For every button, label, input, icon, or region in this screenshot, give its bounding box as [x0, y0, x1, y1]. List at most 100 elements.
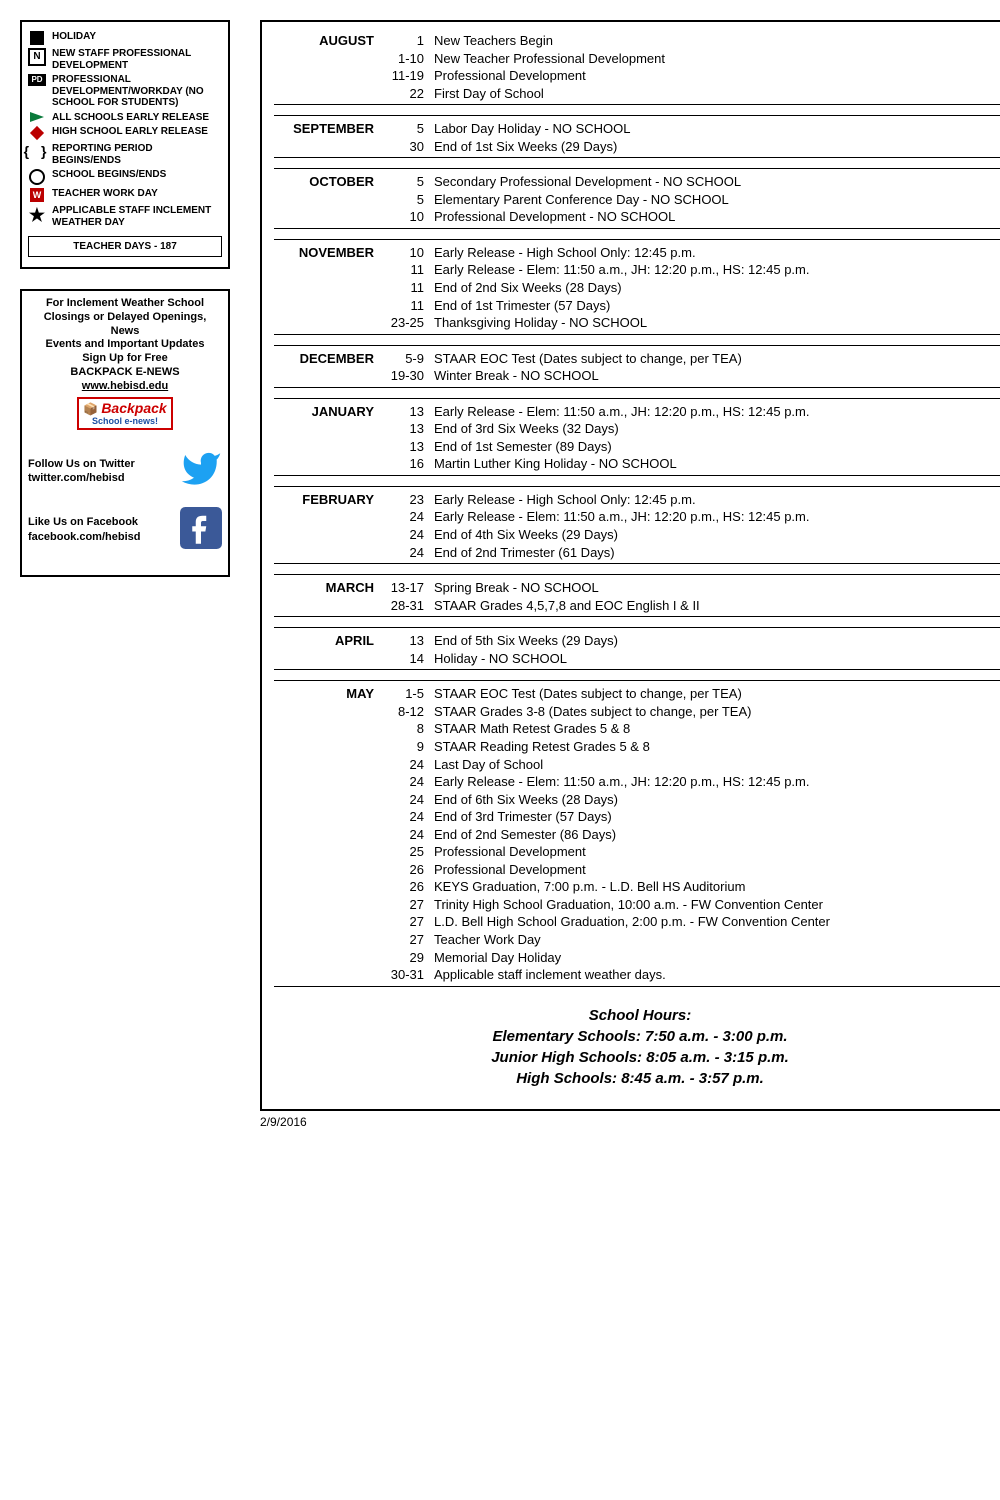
- month-divider: [274, 566, 1000, 575]
- legend-item: SCHOOL BEGINS/ENDS: [28, 169, 222, 185]
- event-row: MAY1-5STAAR EOC Test (Dates subject to c…: [274, 685, 1000, 703]
- event-date: 9: [384, 738, 434, 756]
- event-row: 23-25Thanksgiving Holiday - NO SCHOOL: [274, 314, 1000, 332]
- event-desc: Early Release - Elem: 11:50 a.m., JH: 12…: [434, 508, 1000, 526]
- event-date: 11: [384, 279, 434, 297]
- event-date: 13: [384, 420, 434, 438]
- event-desc: STAAR Reading Retest Grades 5 & 8: [434, 738, 1000, 756]
- event-desc: End of 3rd Six Weeks (32 Days): [434, 420, 1000, 438]
- event-date: 5-9: [384, 350, 434, 368]
- legend-label: NEW STAFF PROFESSIONAL DEVELOPMENT: [52, 48, 222, 71]
- event-desc: End of 1st Six Weeks (29 Days): [434, 138, 1000, 156]
- event-month: [274, 261, 384, 279]
- event-desc: Early Release - High School Only: 12:45 …: [434, 491, 1000, 509]
- event-month: [274, 597, 384, 615]
- event-desc: New Teacher Professional Development: [434, 50, 1000, 68]
- event-desc: End of 6th Six Weeks (28 Days): [434, 791, 1000, 809]
- twitter-icon: [180, 448, 222, 494]
- event-month: NOVEMBER: [274, 244, 384, 262]
- event-date: 19-30: [384, 367, 434, 385]
- month-block: JANUARY13Early Release - Elem: 11:50 a.m…: [274, 403, 1000, 487]
- event-desc: Labor Day Holiday - NO SCHOOL: [434, 120, 1000, 138]
- event-date: 27: [384, 931, 434, 949]
- event-row: 11End of 1st Trimester (57 Days): [274, 297, 1000, 315]
- event-desc: End of 1st Trimester (57 Days): [434, 297, 1000, 315]
- event-row: 11End of 2nd Six Weeks (28 Days): [274, 279, 1000, 297]
- event-desc: End of 3rd Trimester (57 Days): [434, 808, 1000, 826]
- event-date: 1: [384, 32, 434, 50]
- twitter-handle: twitter.com/hebisd: [28, 471, 135, 485]
- event-date: 27: [384, 913, 434, 931]
- event-month: FEBRUARY: [274, 491, 384, 509]
- event-date: 1-10: [384, 50, 434, 68]
- event-month: [274, 966, 384, 984]
- event-row: 30-31Applicable staff inclement weather …: [274, 966, 1000, 984]
- info-line: Sign Up for Free: [28, 352, 222, 366]
- event-date: 24: [384, 508, 434, 526]
- event-desc: Thanksgiving Holiday - NO SCHOOL: [434, 314, 1000, 332]
- event-row: 28-31STAAR Grades 4,5,7,8 and EOC Englis…: [274, 597, 1000, 615]
- square-black-icon: [28, 31, 46, 45]
- event-month: SEPTEMBER: [274, 120, 384, 138]
- event-row: 14Holiday - NO SCHOOL: [274, 650, 1000, 668]
- info-line: BACKPACK E-NEWS: [28, 366, 222, 380]
- legend-label: HIGH SCHOOL EARLY RELEASE: [52, 126, 222, 138]
- info-url: www.hebisd.edu: [28, 380, 222, 394]
- event-desc: Professional Development - NO SCHOOL: [434, 208, 1000, 226]
- event-row: 27Teacher Work Day: [274, 931, 1000, 949]
- month-block: MAY1-5STAAR EOC Test (Dates subject to c…: [274, 685, 1000, 986]
- event-month: [274, 738, 384, 756]
- month-divider: [274, 107, 1000, 116]
- event-desc: Teacher Work Day: [434, 931, 1000, 949]
- event-desc: End of 2nd Semester (86 Days): [434, 826, 1000, 844]
- event-date: 11: [384, 261, 434, 279]
- event-desc: L.D. Bell High School Graduation, 2:00 p…: [434, 913, 1000, 931]
- event-month: [274, 314, 384, 332]
- event-row: 24End of 2nd Semester (86 Days): [274, 826, 1000, 844]
- event-date: 13: [384, 438, 434, 456]
- event-row: 10Professional Development - NO SCHOOL: [274, 208, 1000, 226]
- event-month: [274, 208, 384, 226]
- event-date: 28-31: [384, 597, 434, 615]
- event-month: [274, 420, 384, 438]
- event-date: 13: [384, 632, 434, 650]
- facebook-text: Like Us on Facebook: [28, 515, 140, 529]
- legend-item: { } REPORTING PERIOD BEGINS/ENDS: [28, 143, 222, 166]
- event-desc: Early Release - Elem: 11:50 a.m., JH: 12…: [434, 403, 1000, 421]
- event-row: 26Professional Development: [274, 861, 1000, 879]
- school-hours: School Hours: Elementary Schools: 7:50 a…: [274, 1005, 1000, 1089]
- bracket-icon: { }: [28, 143, 46, 159]
- event-date: 30: [384, 138, 434, 156]
- month-block: SEPTEMBER5Labor Day Holiday - NO SCHOOL3…: [274, 120, 1000, 169]
- event-date: 14: [384, 650, 434, 668]
- backpack-word: Backpack: [101, 400, 166, 416]
- event-row: 24Early Release - Elem: 11:50 a.m., JH: …: [274, 773, 1000, 791]
- event-date: 27: [384, 896, 434, 914]
- legend-item: HOLIDAY: [28, 31, 222, 45]
- event-date: 8: [384, 720, 434, 738]
- month-block: AUGUST1New Teachers Begin1-10New Teacher…: [274, 32, 1000, 116]
- event-date: 5: [384, 173, 434, 191]
- event-month: [274, 85, 384, 103]
- event-date: 24: [384, 808, 434, 826]
- event-month: APRIL: [274, 632, 384, 650]
- event-date: 23: [384, 491, 434, 509]
- event-row: 24End of 4th Six Weeks (29 Days): [274, 526, 1000, 544]
- legend-item: ALL SCHOOLS EARLY RELEASE: [28, 112, 222, 124]
- month-block: FEBRUARY23Early Release - High School On…: [274, 491, 1000, 575]
- event-date: 24: [384, 773, 434, 791]
- event-row: 22First Day of School: [274, 85, 1000, 103]
- event-desc: Professional Development: [434, 67, 1000, 85]
- event-date: 5: [384, 191, 434, 209]
- event-row: 19-30Winter Break - NO SCHOOL: [274, 367, 1000, 385]
- event-desc: End of 1st Semester (89 Days): [434, 438, 1000, 456]
- legend-label: HOLIDAY: [52, 31, 222, 43]
- twitter-text: Follow Us on Twitter: [28, 457, 135, 471]
- event-date: 24: [384, 526, 434, 544]
- hours-title: School Hours:: [274, 1005, 1000, 1026]
- facebook-handle: facebook.com/hebisd: [28, 530, 140, 544]
- event-row: JANUARY13Early Release - Elem: 11:50 a.m…: [274, 403, 1000, 421]
- event-date: 11-19: [384, 67, 434, 85]
- event-row: NOVEMBER10Early Release - High School On…: [274, 244, 1000, 262]
- backpack-sub: School e-news!: [83, 416, 166, 427]
